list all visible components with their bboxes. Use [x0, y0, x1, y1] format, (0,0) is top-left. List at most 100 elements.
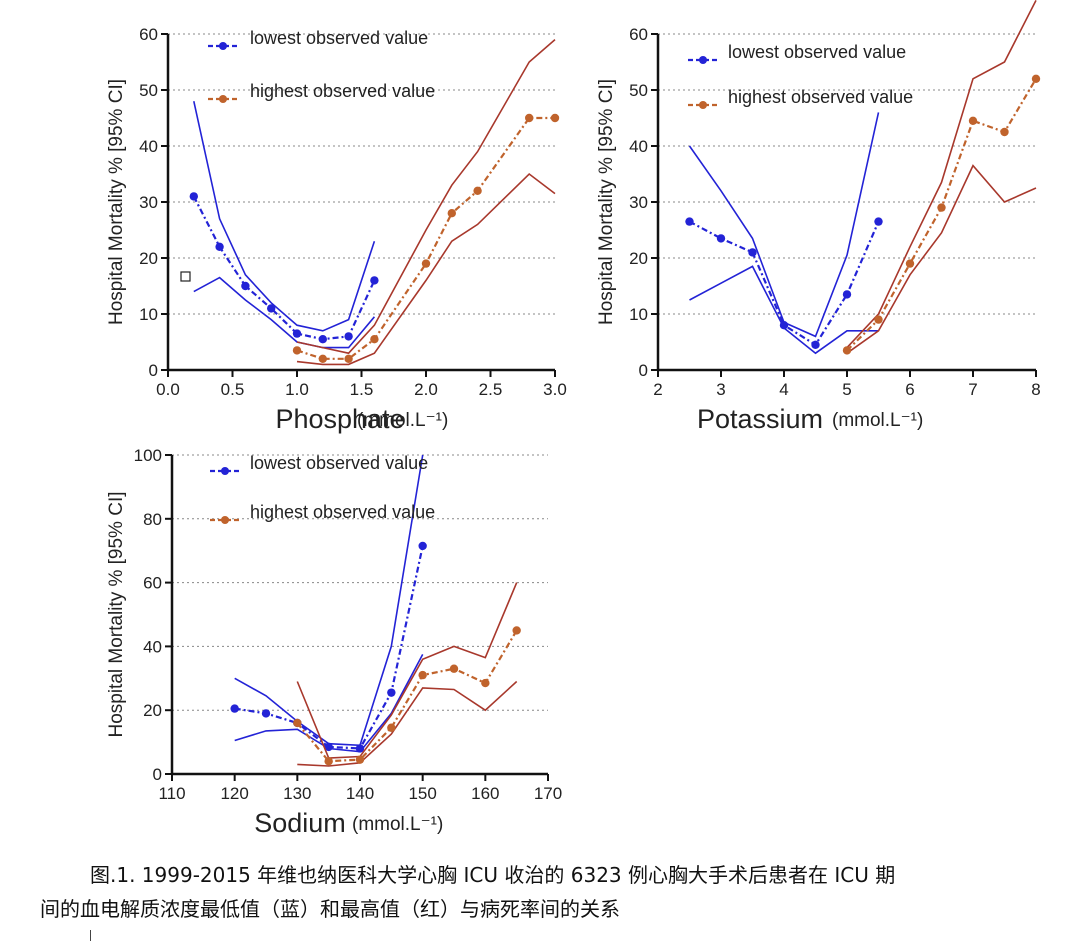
low-data-point	[267, 304, 276, 313]
legend-label: lowest observed value	[728, 42, 906, 62]
low-upper-ci-line	[234, 454, 424, 747]
x-tick-label: 8	[1031, 380, 1040, 399]
high-data-point	[387, 723, 396, 732]
y-tick-label: 60	[629, 25, 648, 44]
caption-line-1: 图.1. 1999-2015 年维也纳医科大学心胸 ICU 收治的 6323 例…	[90, 863, 896, 887]
low-data-point	[387, 688, 396, 697]
high-data-point	[550, 113, 560, 123]
y-tick-label: 60	[139, 25, 158, 44]
x-tick-label: 5	[842, 380, 851, 399]
low-data-point	[874, 217, 883, 226]
x-axis-label: Phosphate	[275, 404, 404, 434]
x-tick-label: 1.0	[285, 380, 309, 399]
x-tick-label: 2.0	[414, 380, 438, 399]
x-tick-label: 4	[779, 380, 788, 399]
x-tick-label: 1.5	[350, 380, 374, 399]
x-tick-label: 2	[653, 380, 662, 399]
y-tick-label: 0	[639, 361, 648, 380]
low-upper-ci-line	[193, 101, 376, 332]
high-data-point	[447, 209, 456, 218]
x-tick-label: 140	[346, 784, 374, 803]
y-tick-label: 20	[629, 249, 648, 268]
high-data-point	[481, 678, 490, 688]
figure-caption: 图.1. 1999-2015 年维也纳医科大学心胸 ICU 收治的 6323 例…	[40, 858, 1050, 926]
y-tick-label: 80	[143, 510, 162, 529]
x-tick-label: 160	[471, 784, 499, 803]
square-marker-annotation	[180, 271, 191, 282]
low-data-point	[189, 192, 198, 201]
x-tick-label: 0.5	[221, 380, 245, 399]
high-data-point	[842, 346, 852, 355]
high-upper-ci-line	[296, 38, 556, 355]
y-tick-label: 0	[149, 361, 158, 380]
legend-swatch-marker	[219, 95, 227, 103]
low-data-point	[418, 541, 427, 551]
low-data-point	[318, 335, 327, 344]
high-data-point	[1031, 74, 1041, 84]
legend-label: highest observed value	[250, 502, 435, 522]
x-axis-label: Sodium	[254, 808, 346, 838]
low-data-point	[241, 281, 250, 291]
legend-label: lowest observed value	[250, 453, 428, 473]
high-upper-ci-line	[296, 582, 518, 759]
low-data-point	[292, 329, 302, 338]
legend-swatch-marker	[221, 467, 229, 475]
legend-swatch-marker	[221, 516, 229, 524]
legend-swatch-marker	[699, 101, 707, 109]
low-data-point	[370, 276, 379, 285]
low-data-point	[779, 321, 789, 330]
x-tick-label: 130	[283, 784, 311, 803]
x-tick-label: 7	[968, 380, 977, 399]
low-lower-ci-line	[689, 265, 879, 355]
high-data-point	[421, 259, 431, 268]
high-data-point	[344, 354, 353, 363]
y-tick-label: 50	[629, 81, 648, 100]
high-data-point	[525, 113, 534, 123]
low-data-point	[261, 709, 271, 718]
y-axis-label: Hospital Mortality % [95% CI]	[106, 79, 127, 325]
y-tick-label: 60	[143, 574, 162, 593]
high-data-point	[473, 186, 482, 195]
x-axis-unit: (mmol.L⁻¹)	[832, 410, 923, 431]
y-tick-label: 30	[629, 193, 648, 212]
legend-label: lowest observed value	[250, 28, 428, 48]
x-tick-label: 2.5	[479, 380, 503, 399]
high-data-point	[293, 718, 302, 728]
low-series-line	[234, 545, 424, 750]
chart-panel-phosphate: 0 10 20 30 40 50 60 0.0 0.5 1.0 1.5 2.0 2.5 3.0 Hospit…	[106, 25, 567, 434]
legend-label: highest observed value	[728, 87, 913, 107]
high-data-point	[318, 354, 327, 363]
y-tick-label: 40	[629, 137, 648, 156]
y-tick-label: 100	[134, 446, 162, 465]
low-data-point	[716, 234, 726, 243]
high-series-line	[846, 78, 1037, 352]
y-tick-label: 50	[139, 81, 158, 100]
y-tick-label: 20	[143, 701, 162, 720]
x-tick-label: 0.0	[156, 380, 180, 399]
x-tick-label: 3.0	[543, 380, 567, 399]
high-series-line	[296, 629, 518, 763]
y-axis-label: Hospital Mortality % [95% CI]	[106, 491, 127, 737]
low-data-point	[355, 744, 365, 753]
legend-swatch-marker	[219, 42, 227, 50]
y-tick-label: 40	[143, 637, 162, 656]
y-tick-label: 20	[139, 249, 158, 268]
high-data-point	[968, 116, 978, 126]
legend-label: highest observed value	[250, 81, 435, 101]
high-data-point	[1000, 127, 1009, 137]
low-data-point	[842, 290, 852, 299]
caption-line-2: 间的血电解质浓度最低值（蓝）和最高值（红）与病死率间的关系	[40, 897, 620, 921]
y-tick-label: 40	[139, 137, 158, 156]
high-data-point	[292, 346, 302, 355]
high-data-point	[355, 755, 365, 764]
low-data-point	[215, 242, 224, 251]
x-tick-label: 6	[905, 380, 914, 399]
y-tick-label: 10	[629, 305, 648, 324]
low-lower-ci-line	[193, 276, 376, 349]
high-lower-ci-line	[296, 172, 556, 366]
x-axis-unit: (mmol.L⁻¹)	[352, 814, 443, 835]
low-data-point	[324, 742, 333, 752]
x-tick-label: 170	[534, 784, 562, 803]
high-data-point	[418, 670, 427, 680]
chart-panel-sodium: 0 20 40 60 80 100 110 120 130 140 150 160 170 Hospita…	[106, 446, 562, 838]
